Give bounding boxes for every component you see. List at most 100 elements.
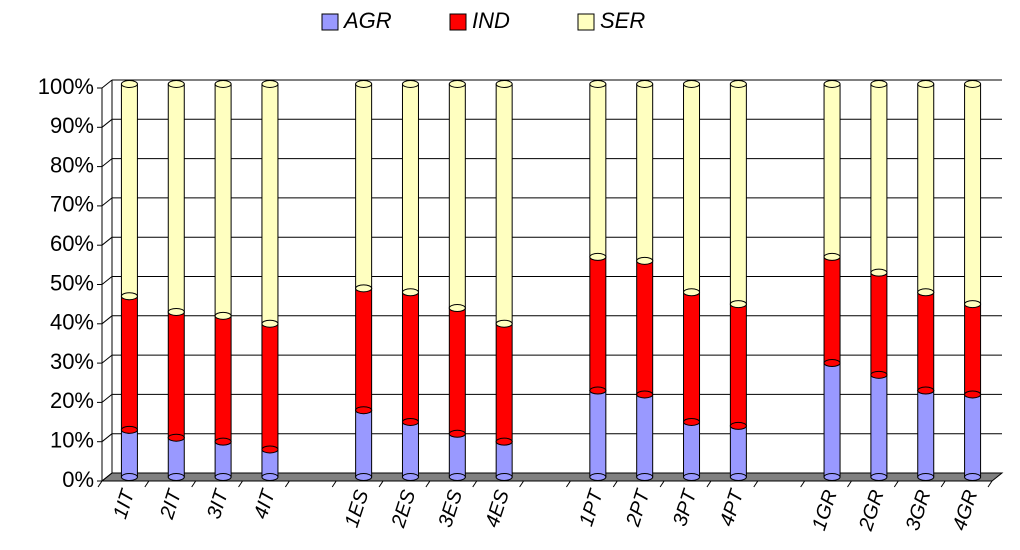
- bar-segment: [636, 393, 654, 478]
- bar-cap: [261, 319, 279, 328]
- bar-segment: [964, 303, 982, 395]
- bar-segment: [401, 291, 419, 423]
- bar-segment: [214, 83, 232, 317]
- x-tick-mark: [472, 480, 478, 488]
- grid-line: [101, 118, 113, 128]
- bar-top: [917, 80, 935, 88]
- x-tick-mark: [612, 480, 618, 488]
- bar-cap: [214, 437, 232, 446]
- bar-cap: [823, 473, 841, 481]
- bar-segment: [917, 291, 935, 392]
- bar-cap: [589, 386, 607, 395]
- legend-swatch: [577, 13, 595, 31]
- bar-segment: [495, 323, 513, 443]
- grid-line: [101, 236, 113, 246]
- bar-segment: [636, 83, 654, 262]
- bar-cap: [355, 473, 373, 481]
- x-tick-mark: [800, 480, 806, 488]
- x-tick-mark: [987, 480, 993, 488]
- bar-segment: [355, 83, 373, 289]
- bar-segment: [870, 374, 888, 478]
- bar-cap: [589, 252, 607, 261]
- bar-segment: [589, 83, 607, 258]
- bar-segment: [729, 425, 747, 478]
- bar-cap: [870, 268, 888, 277]
- bar-segment: [261, 323, 279, 450]
- bar-segment: [120, 429, 138, 478]
- bar-cap: [448, 429, 466, 438]
- bar-segment: [495, 83, 513, 325]
- bar-cap: [120, 473, 138, 481]
- x-tick-mark: [284, 480, 290, 488]
- grid-line: [101, 158, 113, 167]
- bar-cap: [214, 311, 232, 320]
- bar-cap: [683, 473, 701, 481]
- bar-segment: [261, 448, 279, 478]
- bar-segment: [261, 83, 279, 325]
- bar-segment: [729, 83, 747, 305]
- legend-swatch: [449, 13, 467, 31]
- bar-top: [214, 80, 232, 88]
- bar-cap: [355, 406, 373, 415]
- bar-cap: [261, 445, 279, 454]
- y-tick-label: 50%: [50, 270, 94, 295]
- bar-segment: [355, 287, 373, 411]
- bar-top: [964, 80, 982, 88]
- bar-cap: [823, 359, 841, 368]
- x-tick-mark: [566, 480, 571, 488]
- grid-line: [101, 315, 113, 325]
- bar-cap: [729, 421, 747, 430]
- y-tick-label: 20%: [50, 388, 94, 413]
- legend-swatch: [321, 13, 339, 31]
- bar-cap: [917, 386, 935, 395]
- bar-segment: [636, 260, 654, 395]
- legend-label: AGR: [342, 8, 392, 33]
- bar-cap: [167, 473, 185, 481]
- bar-segment: [448, 307, 466, 435]
- y-tick-label: 80%: [50, 152, 94, 177]
- y-tick-label: 60%: [50, 231, 94, 256]
- legend-label: IND: [472, 8, 510, 33]
- bar-segment: [167, 311, 185, 439]
- bar-cap: [917, 288, 935, 297]
- bar-segment: [401, 421, 419, 478]
- bar-segment: [683, 83, 701, 293]
- bar-segment: [589, 256, 607, 392]
- bar-cap: [964, 300, 982, 309]
- bar-cap: [401, 417, 419, 426]
- bar-segment: [917, 390, 935, 478]
- x-tick-mark: [331, 480, 337, 488]
- grid-line: [101, 394, 113, 403]
- y-tick-label: 0%: [62, 467, 94, 492]
- x-tick-mark: [706, 480, 712, 488]
- x-tick-mark: [425, 480, 431, 488]
- bar-cap: [636, 473, 654, 481]
- bar-segment: [823, 256, 841, 364]
- bar-cap: [636, 256, 654, 265]
- bar-segment: [167, 83, 185, 313]
- bar-segment: [355, 409, 373, 478]
- x-tick-mark: [97, 480, 103, 488]
- bar-top: [167, 80, 185, 88]
- y-tick-label: 70%: [50, 192, 94, 217]
- x-tick-mark: [144, 480, 150, 488]
- bar-cap: [261, 473, 279, 481]
- bar-segment: [214, 315, 232, 443]
- bar-segment: [964, 393, 982, 478]
- bar-top: [823, 80, 841, 88]
- y-tick-label: 100%: [38, 74, 94, 99]
- bar-top: [448, 80, 466, 88]
- bar-segment: [823, 83, 841, 258]
- bar-cap: [495, 319, 513, 328]
- bar-cap: [589, 473, 607, 481]
- bar-segment: [448, 433, 466, 478]
- bar-top: [261, 80, 279, 88]
- bar-cap: [683, 417, 701, 426]
- bar-segment: [167, 437, 185, 478]
- bar-segment: [823, 362, 841, 478]
- grid-line: [101, 197, 113, 207]
- bar-cap: [401, 473, 419, 481]
- bar-top: [120, 80, 138, 88]
- bar-cap: [214, 473, 232, 481]
